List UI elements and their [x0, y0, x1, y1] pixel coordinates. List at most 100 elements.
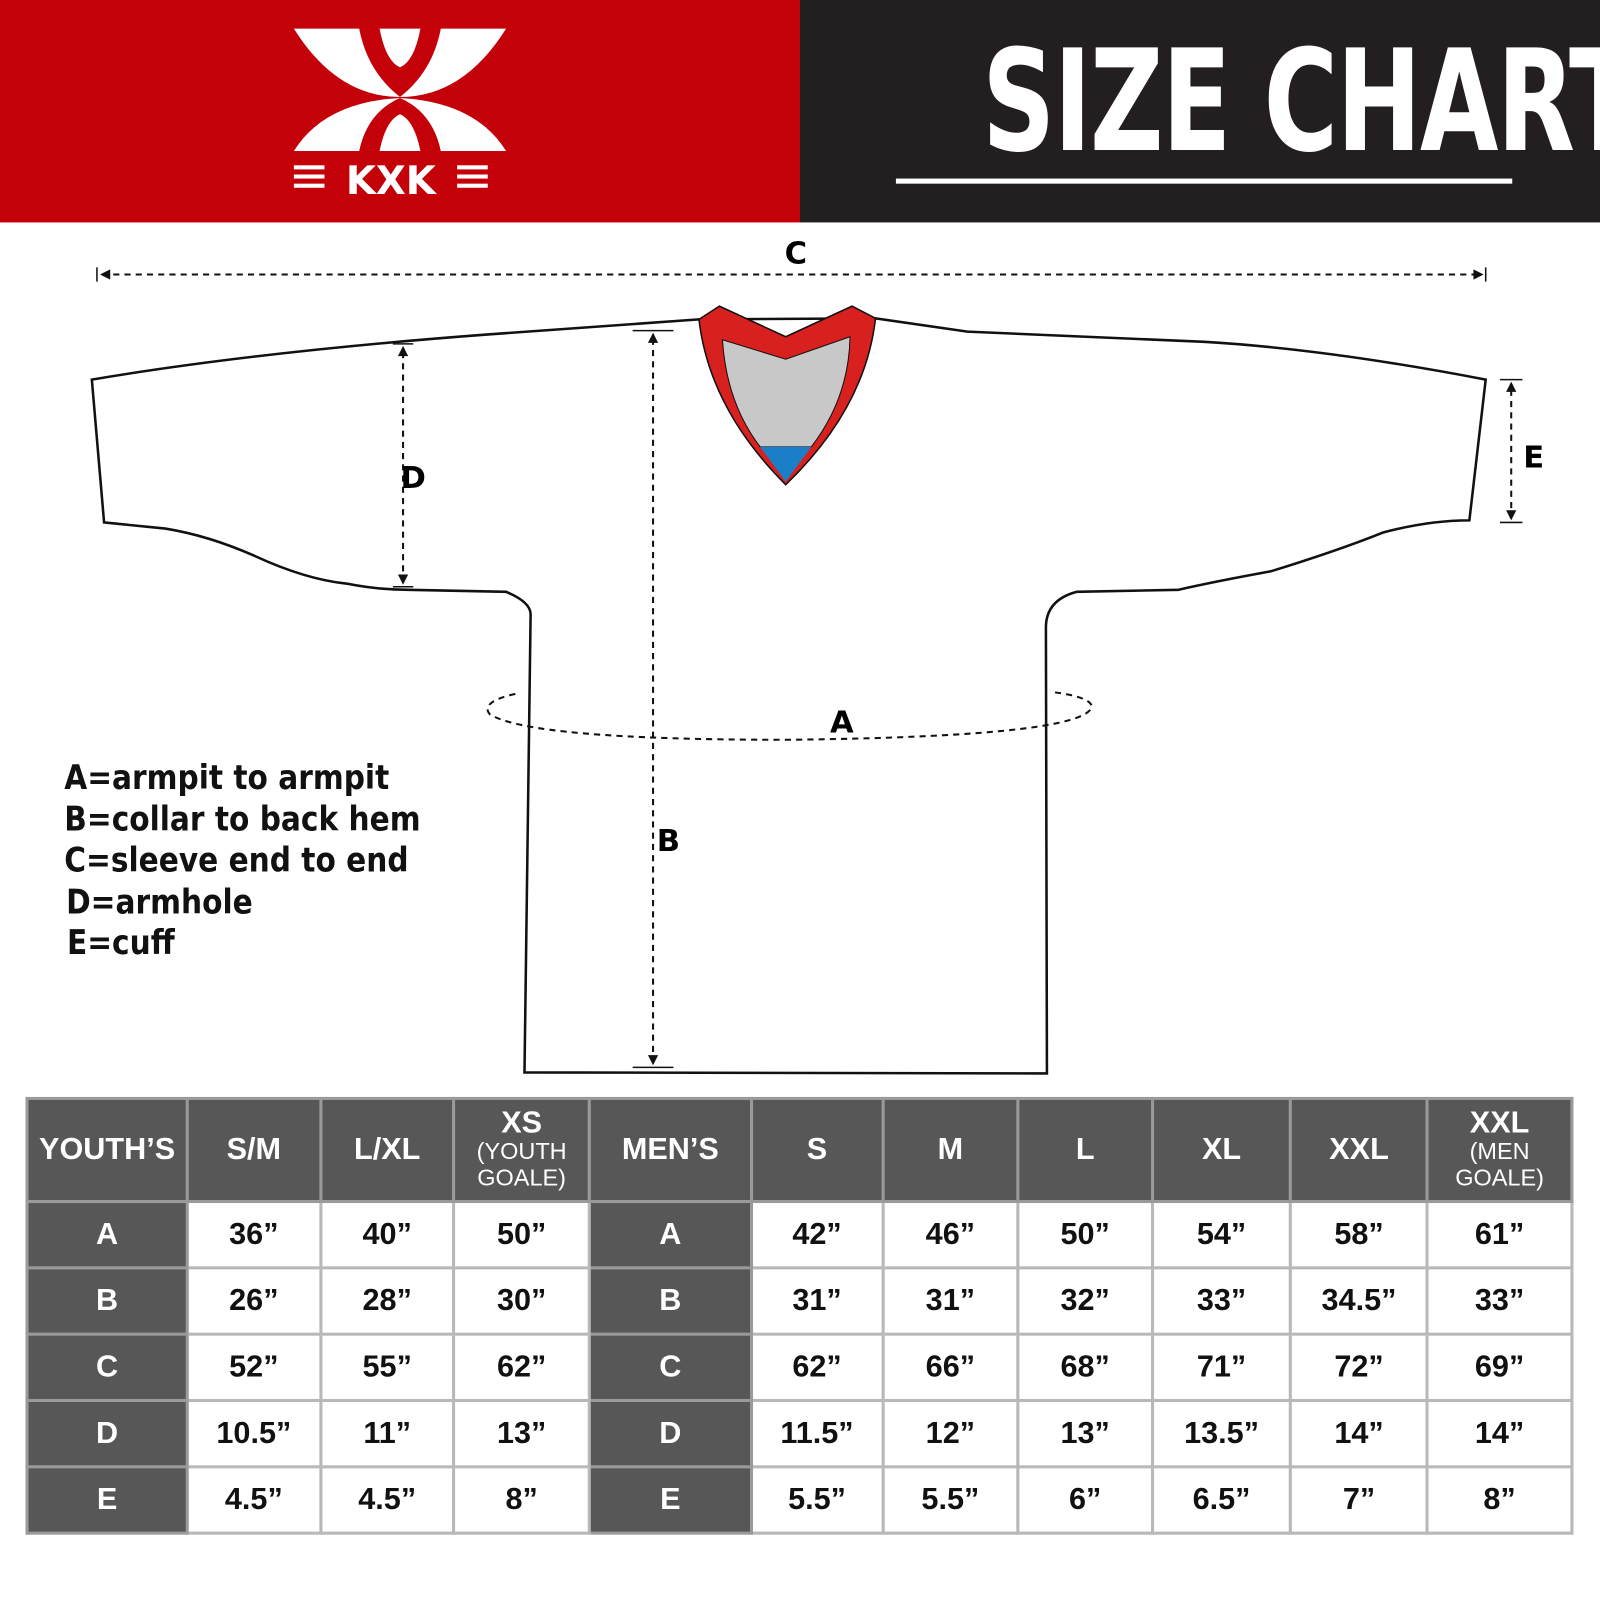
title-underline [895, 178, 1513, 184]
header-cell: YOUTH’S [25, 1096, 189, 1204]
men-value-cell: 34.5” [1289, 1266, 1429, 1336]
men-row-label: D [587, 1398, 753, 1469]
size-table: YOUTH’S S/M L/XL XS (YOUTH GOALE) MEN’S S M L XL X… [25, 1096, 1574, 1535]
table-row: A 36” 40” 50” A 42” 46” 50” 54” 58” 61” [25, 1199, 1574, 1270]
youth-value-cell: 13” [452, 1398, 591, 1469]
men-value-cell: 66” [881, 1332, 1020, 1403]
men-value-cell: 7” [1289, 1465, 1429, 1535]
collar-accent [760, 446, 812, 482]
page-title: SIZE CHART [982, 19, 1600, 184]
header-cell: L [1016, 1096, 1154, 1204]
legend-item: B=collar to back hem [64, 798, 421, 839]
youth-value-cell: 26” [185, 1266, 323, 1336]
header-cell: S/M [185, 1096, 323, 1204]
men-value-cell: 14” [1289, 1398, 1429, 1469]
header-cell: XXL (MEN GOALE) [1425, 1096, 1574, 1204]
men-value-cell: 5.5” [881, 1465, 1020, 1535]
men-value-cell: 6” [1016, 1465, 1154, 1535]
men-value-cell: 61” [1425, 1199, 1574, 1270]
header-cell: S [749, 1096, 885, 1204]
men-value-cell: 72” [1289, 1332, 1429, 1403]
youth-value-cell: 55” [319, 1332, 456, 1403]
measure-a-ellipse [486, 690, 1093, 741]
header-cell: XXL [1289, 1096, 1429, 1204]
label-b: B [657, 824, 680, 859]
legend-item: D=armhole [66, 881, 253, 922]
jersey-diagram: C D A B E [90, 236, 1544, 1075]
youth-value-cell: 11” [319, 1398, 456, 1469]
kxk-logo: KXK [293, 28, 507, 204]
men-row-label: C [587, 1332, 753, 1403]
measurement-legend: A=armpit to armpit B=collar to back hem … [64, 757, 469, 964]
men-value-cell: 31” [881, 1266, 1020, 1336]
men-value-cell: 69” [1425, 1332, 1574, 1403]
youth-value-cell: 36” [185, 1199, 323, 1270]
youth-row-label: D [25, 1398, 189, 1469]
header-sub: (MEN GOALE) [1455, 1137, 1544, 1191]
legend-item: C=sleeve end to end [64, 839, 409, 880]
youth-row-label: A [25, 1199, 189, 1270]
logo-text: KXK [346, 159, 438, 204]
header-cell: XS (YOUTH GOALE) [452, 1096, 591, 1204]
header-cell: M [881, 1096, 1020, 1204]
header-main: XS [501, 1106, 543, 1140]
youth-value-cell: 52” [185, 1332, 323, 1403]
men-value-cell: 58” [1289, 1199, 1429, 1270]
header-cell: XL [1150, 1096, 1293, 1204]
header-cell: MEN’S [587, 1096, 753, 1204]
label-e: E [1523, 440, 1544, 475]
table-row: B 26” 28” 30” B 31” 31” 32” 33” 34.5” 33” [25, 1266, 1574, 1336]
youth-value-cell: 8” [452, 1465, 591, 1535]
men-row-label: A [587, 1199, 753, 1270]
men-value-cell: 42” [749, 1199, 885, 1270]
men-value-cell: 46” [881, 1199, 1020, 1270]
label-d: D [401, 461, 426, 496]
men-value-cell: 12” [881, 1398, 1020, 1469]
men-value-cell: 13.5” [1150, 1398, 1293, 1469]
title-header [799, 0, 1600, 223]
legend-item: E=cuff [66, 922, 175, 963]
youth-row-label: C [25, 1332, 189, 1403]
men-value-cell: 14” [1425, 1398, 1574, 1469]
table-header-row: YOUTH’S S/M L/XL XS (YOUTH GOALE) MEN’S S M L XL X… [25, 1096, 1574, 1204]
jersey-outline [90, 317, 1488, 1075]
men-value-cell: 31” [749, 1266, 885, 1336]
men-value-cell: 32” [1016, 1266, 1154, 1336]
men-value-cell: 50” [1016, 1199, 1154, 1270]
men-value-cell: 68” [1016, 1332, 1154, 1403]
men-value-cell: 5.5” [749, 1465, 885, 1535]
collar-inner [721, 336, 851, 448]
youth-value-cell: 30” [452, 1266, 591, 1336]
men-value-cell: 8” [1425, 1465, 1574, 1535]
legend-item: A=armpit to armpit [64, 757, 390, 797]
table-row: D 10.5” 11” 13” D 11.5” 12” 13” 13.5” 14” 14” [25, 1398, 1574, 1469]
header-cell: L/XL [319, 1096, 456, 1204]
youth-value-cell: 62” [452, 1332, 591, 1403]
youth-value-cell: 50” [452, 1199, 591, 1270]
men-value-cell: 62” [749, 1332, 885, 1403]
youth-value-cell: 4.5” [185, 1465, 323, 1535]
men-value-cell: 11.5” [749, 1398, 885, 1469]
men-value-cell: 54” [1150, 1199, 1293, 1270]
youth-row-label: E [25, 1465, 189, 1535]
header-main: XXL [1469, 1106, 1530, 1140]
header-sub: (YOUTH GOALE) [476, 1137, 567, 1191]
table-row: C 52” 55” 62” C 62” 66” 68” 71” 72” 69” [25, 1332, 1574, 1403]
youth-value-cell: 28” [319, 1266, 456, 1336]
men-value-cell: 33” [1150, 1266, 1293, 1336]
youth-value-cell: 40” [319, 1199, 456, 1270]
men-value-cell: 6.5” [1150, 1465, 1293, 1535]
youth-row-label: B [25, 1266, 189, 1336]
men-row-label: E [587, 1465, 753, 1535]
men-value-cell: 33” [1425, 1266, 1574, 1336]
men-row-label: B [587, 1266, 753, 1336]
label-a: A [830, 706, 854, 741]
men-value-cell: 71” [1150, 1332, 1293, 1403]
men-value-cell: 13” [1016, 1398, 1154, 1469]
label-c: C [785, 236, 807, 271]
youth-value-cell: 4.5” [319, 1465, 456, 1535]
brand-header: KXK [0, 0, 800, 223]
youth-value-cell: 10.5” [185, 1398, 323, 1469]
table-row: E 4.5” 4.5” 8” E 5.5” 5.5” 6” 6.5” 7” 8” [25, 1465, 1574, 1535]
